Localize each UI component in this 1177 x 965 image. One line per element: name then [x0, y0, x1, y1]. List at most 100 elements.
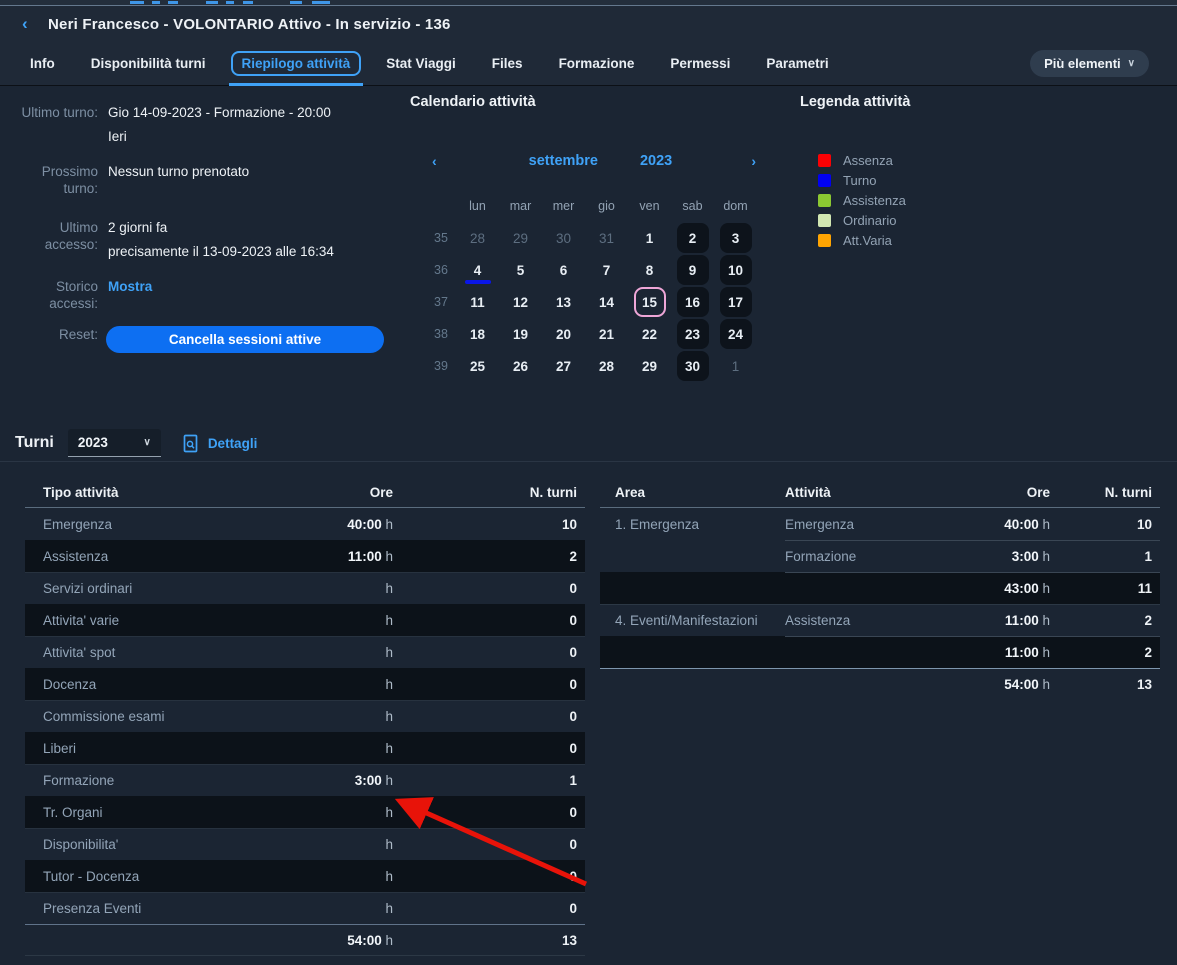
day-header-cell: mer	[542, 199, 585, 213]
calendar-day-7[interactable]: 7	[602, 262, 611, 278]
calendar-day-30[interactable]: 30	[676, 351, 709, 381]
calendar-day-14[interactable]: 14	[598, 294, 615, 310]
calendar-day-26[interactable]: 26	[512, 358, 529, 374]
back-icon[interactable]: ‹	[22, 14, 28, 33]
calendar-day-17[interactable]: 17	[719, 287, 752, 317]
calendar-day-28[interactable]: 28	[469, 230, 486, 246]
calendar-day-cell: 9	[671, 255, 714, 285]
cutoff-text-fragment	[206, 1, 218, 4]
calendar-prev-icon[interactable]: ‹	[432, 153, 437, 169]
calendar-day-9[interactable]: 9	[676, 255, 709, 285]
turni-title: Turni	[15, 434, 54, 451]
cell-hours: h	[385, 901, 393, 916]
calendar-day-cell: 5	[499, 255, 542, 285]
calendar-day-cell: 25	[456, 351, 499, 381]
more-elements-button[interactable]: Più elementi ∨	[1030, 50, 1149, 77]
day-header-cell: lun	[456, 199, 499, 213]
cell-activity-type: Formazione	[43, 773, 115, 788]
calendar-day-10[interactable]: 10	[719, 255, 752, 285]
day-header-mer: mer	[552, 199, 575, 213]
tab-info[interactable]: Info	[30, 42, 55, 86]
tab-parametri[interactable]: Parametri	[766, 42, 828, 86]
cell-shift-count: 2	[1144, 613, 1152, 628]
calendar-day-cell: 29	[499, 223, 542, 253]
cell-activity-type: Docenza	[43, 676, 97, 692]
calendar-day-19[interactable]: 19	[512, 326, 529, 342]
calendar-month[interactable]: settembre	[528, 153, 598, 169]
calendar-day-29[interactable]: 29	[512, 230, 529, 246]
cell-shift-count: 11	[1137, 580, 1152, 596]
calendar-day-1[interactable]: 1	[645, 230, 654, 246]
calendar-day-cell: 21	[585, 319, 628, 349]
calendar-day-28[interactable]: 28	[598, 358, 615, 374]
calendar-day-21[interactable]: 21	[598, 326, 615, 342]
calendar-day-20[interactable]: 20	[555, 326, 572, 342]
cell-hours: h	[385, 804, 393, 820]
tab-formazione[interactable]: Formazione	[559, 42, 635, 86]
access-history-label: Storico accessi:	[49, 279, 98, 311]
calendar-year[interactable]: 2023	[639, 153, 673, 169]
day-header-lun: lun	[469, 199, 486, 213]
cutoff-text-fragment	[226, 1, 234, 4]
calendar-day-16[interactable]: 16	[676, 287, 709, 317]
calendar-day-6[interactable]: 6	[559, 262, 568, 278]
tab-riepilogo-attività[interactable]: Riepilogo attività	[228, 42, 364, 86]
cell-activity-type: Presenza Eventi	[43, 901, 142, 916]
next-shift-value: Nessun turno prenotato	[108, 164, 250, 179]
day-header-cell: ven	[628, 199, 671, 213]
table-row: Emergenza 40:00 h 10	[25, 508, 585, 540]
cell-shift-count: 1	[1144, 548, 1152, 564]
calendar-day-15-today[interactable]: 15	[633, 287, 666, 317]
calendar-day-cell: 28	[456, 223, 499, 253]
calendar-day-12[interactable]: 12	[512, 294, 529, 310]
day-header-sab: sab	[682, 199, 703, 213]
cell-hours: 40:00 h	[1004, 516, 1050, 532]
calendar-day-5[interactable]: 5	[516, 262, 525, 278]
calendar-next-icon[interactable]: ›	[751, 153, 756, 169]
calendar-day-25[interactable]: 25	[469, 358, 486, 374]
calendar-day-cell: 28	[585, 351, 628, 381]
legend-items: Assenza Turno Assistenza Ordinario Att.Varia	[818, 150, 1020, 250]
tab-disponibilità-turni[interactable]: Disponibilità turni	[91, 42, 206, 86]
cell-hours: h	[385, 868, 393, 884]
table-row: Presenza Eventi h 0	[25, 892, 585, 924]
day-header-cell: mar	[499, 199, 542, 213]
calendar-day-13[interactable]: 13	[555, 294, 572, 310]
cell-shift-count: 0	[569, 901, 577, 916]
tab-files[interactable]: Files	[492, 42, 523, 86]
area-subtotal-row: 11:00 h 2	[600, 636, 1160, 668]
calendar-day-27[interactable]: 27	[555, 358, 572, 374]
calendar-day-cell: 10	[714, 255, 757, 285]
calendar-day-8[interactable]: 8	[645, 262, 654, 278]
clear-active-sessions-button[interactable]: Cancella sessioni attive	[106, 326, 384, 353]
calendar-day-4[interactable]: 4	[462, 255, 494, 285]
week-number: 35	[434, 231, 448, 245]
legend-title: Legenda attività	[800, 94, 911, 110]
calendar-day-cell: 18	[456, 319, 499, 349]
calendar-day-18[interactable]: 18	[469, 326, 486, 342]
calendar-day-23[interactable]: 23	[676, 319, 709, 349]
activity-type-table-header: Tipo attività Ore N. turni	[25, 478, 585, 508]
cell-hours: 11:00 h	[1004, 644, 1050, 660]
year-select[interactable]: 2023 ∨	[67, 429, 161, 457]
calendar-day-29[interactable]: 29	[641, 358, 658, 374]
calendar-day-11[interactable]: 11	[470, 294, 485, 310]
calendar-day-1[interactable]: 1	[731, 358, 740, 374]
details-link[interactable]: Dettagli	[183, 434, 257, 453]
calendar-day-3[interactable]: 3	[719, 223, 752, 253]
calendar-day-2[interactable]: 2	[676, 223, 709, 253]
cell-hours: h	[385, 676, 393, 692]
cell-shift-count: 0	[569, 868, 577, 884]
table-row: Assistenza 11:00 h 2	[25, 540, 585, 572]
tab-stat-viaggi[interactable]: Stat Viaggi	[386, 42, 456, 86]
calendar-day-24[interactable]: 24	[719, 319, 752, 349]
cell-hours: h	[385, 581, 393, 596]
tab-permessi[interactable]: Permessi	[670, 42, 730, 86]
show-access-history-link[interactable]: Mostra	[108, 279, 153, 294]
cell-area: 1. Emergenza	[615, 516, 700, 532]
calendar-day-22[interactable]: 22	[641, 326, 658, 342]
calendar-day-cell: 26	[499, 351, 542, 381]
calendar-day-31[interactable]: 31	[598, 230, 615, 246]
calendar-day-30[interactable]: 30	[555, 230, 572, 246]
legend-item-assenza: Assenza	[818, 150, 1020, 170]
